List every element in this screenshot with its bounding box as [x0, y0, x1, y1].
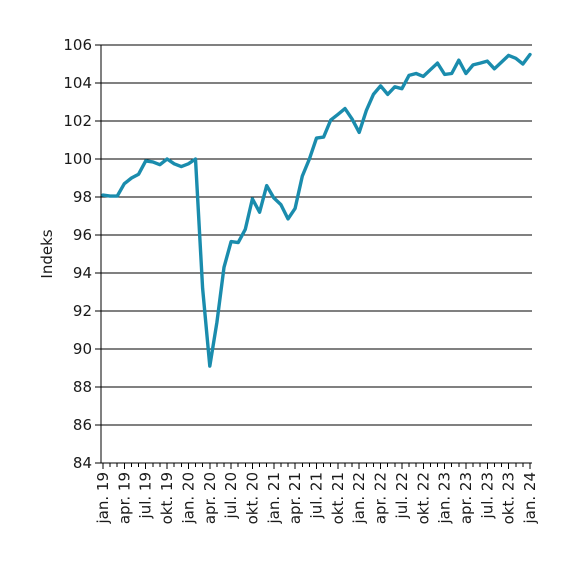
x-tick-label: okt. 19 — [158, 472, 176, 524]
x-tick-label: apr. 19 — [115, 472, 133, 524]
y-tick-label: 94 — [73, 264, 92, 282]
y-tick-label: 100 — [63, 150, 92, 168]
x-tick-label: jan. 22 — [350, 472, 368, 525]
x-tick-label: okt. 22 — [414, 472, 432, 524]
y-tick-labels: 84 86 88 90 92 94 96 98 100 102 104 106 — [63, 36, 92, 472]
x-tick-label: apr. 22 — [372, 472, 390, 524]
y-tick-label: 106 — [63, 36, 92, 54]
x-tick-labels: jan. 19 apr. 19 jul. 19 okt. 19 jan. 20 apr. … — [94, 472, 539, 525]
x-tick-label: jul. 21 — [308, 472, 326, 519]
y-axis-title: Indeks — [38, 229, 56, 278]
series-layer — [101, 52, 532, 368]
y-tick-label: 84 — [73, 454, 92, 472]
y-tick-label: 104 — [63, 74, 92, 92]
x-tick-label: jan. 24 — [521, 472, 539, 525]
y-tick-label: 98 — [73, 188, 92, 206]
x-tick-label: jul. 22 — [393, 472, 411, 519]
x-tick-label: jul. 19 — [137, 472, 155, 519]
x-tick-label: jan. 23 — [436, 472, 454, 525]
x-tick-label: jan. 21 — [265, 472, 283, 525]
x-tick-label: apr. 23 — [457, 472, 475, 524]
y-tick-label: 96 — [73, 226, 92, 244]
x-tick-label: apr. 20 — [201, 472, 219, 524]
x-tick-label: jan. 20 — [179, 472, 197, 525]
x-tick-label: jan. 19 — [94, 472, 112, 525]
x-tick-label: okt. 20 — [243, 472, 261, 524]
y-tick-label: 92 — [73, 302, 92, 320]
y-tick-label: 102 — [63, 112, 92, 130]
axes — [95, 44, 532, 469]
x-tick-label: jul. 23 — [478, 472, 496, 519]
y-tick-label: 90 — [73, 340, 92, 358]
x-tick-label: okt. 21 — [329, 472, 347, 524]
y-tick-label: 86 — [73, 416, 92, 434]
x-tick-label: apr. 21 — [286, 472, 304, 524]
y-tick-label: 88 — [73, 378, 92, 396]
gridlines — [101, 44, 532, 426]
x-tick-label: okt. 23 — [500, 472, 518, 524]
series-line — [101, 52, 532, 368]
x-tick-label: jul. 20 — [222, 472, 240, 519]
